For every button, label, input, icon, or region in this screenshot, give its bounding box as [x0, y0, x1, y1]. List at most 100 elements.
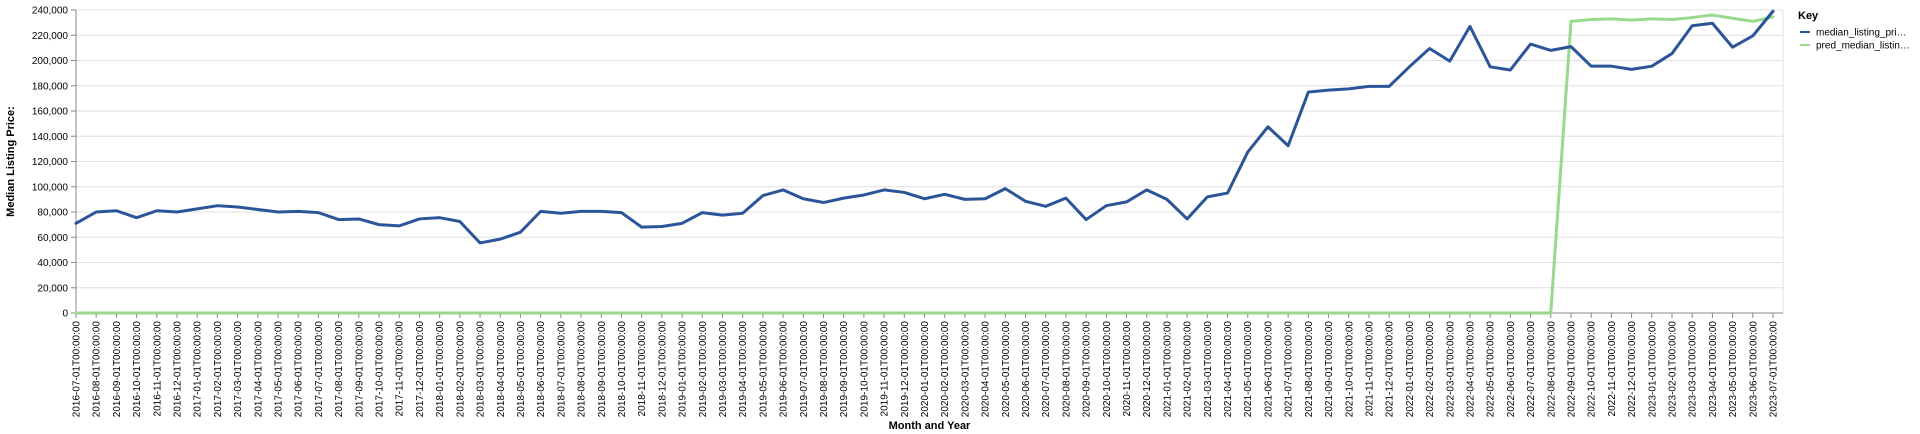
x-tick-label: 2016-09-01T00:00:00 — [112, 321, 123, 418]
x-tick-label: 2017-11-01T00:00:00 — [395, 321, 406, 417]
x-tick-label: 2017-05-01T00:00:00 — [274, 321, 285, 418]
series-lines — [74, 9, 1775, 315]
y-tick-label: 120,000 — [32, 157, 69, 168]
x-tick-label: 2021-10-01T00:00:00 — [1344, 321, 1355, 418]
y-tick-label: 180,000 — [32, 81, 69, 92]
x-tick-label: 2020-09-01T00:00:00 — [1082, 321, 1093, 418]
x-tick-label: 2019-06-01T00:00:00 — [779, 321, 790, 418]
x-tick-label: 2016-08-01T00:00:00 — [92, 321, 103, 418]
x-tick-label: 2018-01-01T00:00:00 — [435, 321, 446, 418]
x-tick-label: 2019-05-01T00:00:00 — [758, 321, 769, 418]
x-tick-label: 2018-07-01T00:00:00 — [556, 321, 567, 418]
y-tick-label: 20,000 — [37, 283, 68, 294]
x-tick-label: 2017-08-01T00:00:00 — [334, 321, 345, 418]
x-tick-label: 2021-06-01T00:00:00 — [1263, 321, 1274, 418]
x-tick-label: 2018-02-01T00:00:00 — [455, 321, 466, 418]
x-tick-label: 2019-04-01T00:00:00 — [738, 321, 749, 418]
x-tick-label: 2017-04-01T00:00:00 — [253, 321, 264, 418]
y-tick-label: 40,000 — [37, 258, 68, 269]
x-tick-label: 2017-12-01T00:00:00 — [415, 321, 426, 418]
x-tick-label: 2023-04-01T00:00:00 — [1708, 321, 1719, 418]
x-tick-label: 2017-02-01T00:00:00 — [213, 321, 224, 418]
x-tick-label: 2021-12-01T00:00:00 — [1385, 321, 1396, 418]
x-tick-label: 2019-08-01T00:00:00 — [819, 321, 830, 418]
x-tick-label: 2020-12-01T00:00:00 — [1142, 321, 1153, 418]
x-tick-label: 2017-10-01T00:00:00 — [375, 321, 386, 418]
x-tick-label: 2023-01-01T00:00:00 — [1647, 321, 1658, 418]
x-tick-label: 2020-04-01T00:00:00 — [981, 321, 992, 418]
x-tick-label: 2020-11-01T00:00:00 — [1122, 321, 1133, 417]
x-tick-label: 2016-07-01T00:00:00 — [72, 321, 83, 418]
x-tick-label: 2022-11-01T00:00:00 — [1607, 321, 1618, 417]
x-tick-label: 2022-12-01T00:00:00 — [1627, 321, 1638, 418]
y-tick-label: 0 — [62, 309, 68, 320]
x-tick-label: 2022-02-01T00:00:00 — [1425, 321, 1436, 418]
x-tick-label: 2017-07-01T00:00:00 — [314, 321, 325, 418]
x-tick-label: 2022-07-01T00:00:00 — [1526, 321, 1537, 418]
y-axis-title: Median Listing Price: — [5, 106, 17, 217]
y-tick-label: 60,000 — [37, 233, 68, 244]
x-tick-label: 2017-06-01T00:00:00 — [294, 321, 305, 418]
x-tick-label: 2022-08-01T00:00:00 — [1546, 321, 1557, 418]
y-tick-label: 220,000 — [32, 31, 69, 42]
x-tick-label: 2020-05-01T00:00:00 — [1001, 321, 1012, 418]
legend-label: pred_median_listin… — [1816, 41, 1910, 52]
x-tick-label: 2016-12-01T00:00:00 — [173, 321, 184, 418]
x-tick-label: 2020-03-01T00:00:00 — [960, 321, 971, 418]
x-tick-label: 2021-08-01T00:00:00 — [1304, 321, 1315, 418]
x-tick-label: 2019-12-01T00:00:00 — [900, 321, 911, 418]
x-tick-label: 2019-01-01T00:00:00 — [678, 321, 689, 418]
x-tick-label: 2023-05-01T00:00:00 — [1728, 321, 1739, 418]
y-tick-label: 160,000 — [32, 107, 69, 118]
x-tick-label: 2019-11-01T00:00:00 — [880, 321, 891, 417]
x-tick-label: 2020-06-01T00:00:00 — [1021, 321, 1032, 418]
x-tick-label: 2022-03-01T00:00:00 — [1445, 321, 1456, 418]
gridlines — [76, 9, 1784, 314]
x-tick-label: 2020-07-01T00:00:00 — [1041, 321, 1052, 418]
x-tick-label: 2021-04-01T00:00:00 — [1223, 321, 1234, 418]
x-tick-label: 2017-01-01T00:00:00 — [193, 321, 204, 418]
x-tick-label: 2018-10-01T00:00:00 — [617, 321, 628, 418]
series-line-median_listing_pri — [74, 9, 1775, 245]
x-tick-label: 2020-08-01T00:00:00 — [1061, 321, 1072, 418]
x-tick-label: 2016-10-01T00:00:00 — [132, 321, 143, 418]
x-tick-label: 2022-01-01T00:00:00 — [1405, 321, 1416, 418]
x-tick-label: 2022-06-01T00:00:00 — [1506, 321, 1517, 418]
x-tick-label: 2019-10-01T00:00:00 — [859, 321, 870, 418]
x-tick-label: 2019-03-01T00:00:00 — [718, 321, 729, 418]
x-tick-label: 2020-02-01T00:00:00 — [940, 321, 951, 418]
axes: 0 20,000 40,000 60,000 80,000 100,000 120,000 1… — [32, 6, 1783, 418]
x-tick-label: 2021-07-01T00:00:00 — [1284, 321, 1295, 418]
x-tick-label: 2019-09-01T00:00:00 — [839, 321, 850, 418]
x-tick-label: 2023-03-01T00:00:00 — [1688, 321, 1699, 418]
x-tick-label: 2022-04-01T00:00:00 — [1465, 321, 1476, 418]
legend: Key median_listing_pri… pred_median_listi… — [1798, 10, 1910, 52]
x-tick-label: 2020-01-01T00:00:00 — [920, 321, 931, 418]
y-tick-label: 200,000 — [32, 56, 69, 67]
x-tick-label: 2022-05-01T00:00:00 — [1486, 321, 1497, 418]
legend-label: median_listing_pri… — [1816, 28, 1907, 39]
legend-title: Key — [1798, 10, 1819, 22]
x-axis-title: Month and Year — [889, 420, 971, 432]
x-tick-label: 2018-05-01T00:00:00 — [516, 321, 527, 418]
y-tick-label: 140,000 — [32, 132, 69, 143]
x-tick-label: 2022-10-01T00:00:00 — [1587, 321, 1598, 418]
x-tick-label: 2017-03-01T00:00:00 — [233, 321, 244, 418]
y-tick-label: 240,000 — [32, 6, 69, 17]
x-tick-label: 2023-07-01T00:00:00 — [1769, 321, 1780, 418]
x-tick-label: 2023-06-01T00:00:00 — [1748, 321, 1759, 418]
x-tick-label: 2019-07-01T00:00:00 — [799, 321, 810, 418]
x-tick-label: 2021-09-01T00:00:00 — [1324, 321, 1335, 418]
y-tick-label: 80,000 — [37, 208, 68, 219]
x-tick-label: 2018-09-01T00:00:00 — [597, 321, 608, 418]
x-tick-label: 2020-10-01T00:00:00 — [1102, 321, 1113, 418]
x-tick-label: 2016-11-01T00:00:00 — [152, 321, 163, 417]
x-tick-label: 2021-02-01T00:00:00 — [1183, 321, 1194, 418]
x-tick-label: 2021-05-01T00:00:00 — [1243, 321, 1254, 418]
x-tick-label: 2019-02-01T00:00:00 — [698, 321, 709, 418]
x-tick-label: 2023-02-01T00:00:00 — [1667, 321, 1678, 418]
x-tick-label: 2018-12-01T00:00:00 — [657, 321, 668, 418]
x-tick-label: 2018-03-01T00:00:00 — [476, 321, 487, 418]
x-tick-label: 2018-04-01T00:00:00 — [496, 321, 507, 418]
